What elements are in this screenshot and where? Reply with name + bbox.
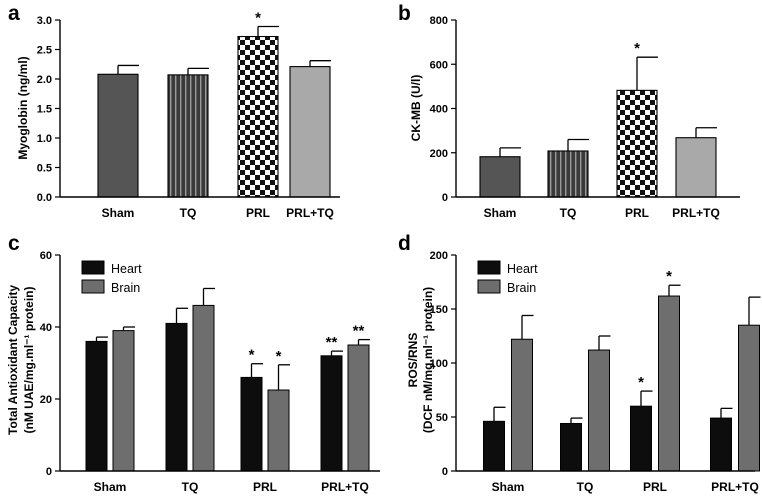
y-axis-title: Myoglobin (ng/ml)	[16, 56, 30, 159]
panel-letter: b	[398, 2, 411, 25]
bar-heart-tq	[560, 422, 582, 472]
x-tick-label: TQ	[180, 206, 197, 220]
y-tick-label: 20	[40, 394, 52, 406]
significance-marker: *	[249, 347, 255, 364]
legend-swatch-brain	[81, 279, 105, 294]
bar-brain-sham	[112, 330, 135, 472]
significance-marker: *	[634, 40, 640, 57]
bar-heart-sham	[483, 420, 505, 472]
bar-brain-tq	[588, 349, 610, 472]
y-tick-label: 200	[430, 148, 448, 160]
bar-prl	[237, 35, 279, 198]
y-tick-label: 3.0	[37, 15, 52, 27]
y-tick-label: 0	[442, 466, 448, 478]
y-axis-title-line: ROS/RNS	[406, 333, 420, 388]
bar-sham	[479, 156, 521, 198]
significance-marker: *	[638, 374, 644, 391]
x-tick-label: PRL+TQ	[672, 206, 720, 220]
y-tick-label: 150	[430, 304, 448, 316]
bar-tq	[547, 150, 589, 198]
bar-sham	[97, 73, 139, 198]
x-tick-label: PRL	[625, 206, 649, 220]
x-tick-label: PRL+TQ	[286, 206, 334, 220]
panel-b: b 0 200 400 600 800 CK-MB (U/l) Sham TQ PRL PRL+TQ…	[398, 2, 740, 220]
significance-marker: **	[353, 323, 365, 340]
y-tick-label: 0	[442, 192, 448, 204]
y-axis-title-line: (DCF nM/mg.ml⁻¹ protein)	[421, 287, 435, 433]
bar-heart-prl-tq	[710, 417, 732, 472]
y-tick-label: 600	[430, 59, 448, 71]
y-tick-label: 100	[430, 358, 448, 370]
y-tick-label: 1.0	[37, 133, 52, 145]
legend-label-brain: Brain	[111, 281, 140, 295]
bar-prl-tq	[289, 66, 331, 198]
bar-brain-tq	[192, 304, 215, 472]
bar-brain-prl-tq	[347, 344, 370, 472]
y-tick-label: 0	[46, 466, 52, 478]
y-tick-label: 60	[40, 250, 52, 262]
bar-heart-sham	[85, 340, 108, 472]
panel-letter: c	[8, 232, 20, 255]
x-tick-label: TQ	[182, 480, 199, 494]
legend-label-heart: Heart	[507, 262, 538, 276]
panel-d: d 0 50 100 150 200 ROS/RNS (DCF nM/mg.ml⁻¹ prot…	[398, 232, 761, 494]
y-tick-label: 40	[40, 322, 52, 334]
bar-tq	[167, 74, 209, 198]
y-axis-title: CK-MB (U/l)	[409, 75, 423, 142]
y-tick-label: 800	[430, 15, 448, 27]
bar-heart-prl	[630, 405, 652, 472]
significance-marker: *	[255, 9, 261, 26]
x-tick-label: PRL	[643, 480, 667, 494]
bar-brain-prl-tq	[738, 324, 760, 472]
bar-prl-tq	[675, 137, 717, 198]
legend-swatch-heart	[81, 260, 105, 275]
x-tick-label: Sham	[492, 480, 525, 494]
y-tick-label: 400	[430, 104, 448, 116]
legend-label-brain: Brain	[507, 281, 536, 295]
bar-heart-prl-tq	[320, 355, 343, 472]
bar-brain-sham	[511, 338, 533, 472]
x-tick-label: TQ	[560, 206, 577, 220]
x-tick-label: Sham	[484, 206, 517, 220]
y-tick-label: 50	[436, 412, 448, 424]
bar-heart-tq	[165, 322, 188, 472]
panel-a: a 0.0 0.5 1.0 1.5 2.0 2.5 3.0 Myoglobin (ng/ml) S…	[8, 2, 340, 220]
y-axis-title-line: (nM UAE/mg.ml⁻¹ protein)	[22, 287, 36, 434]
x-tick-label: TQ	[577, 480, 594, 494]
y-tick-label: 2.0	[37, 74, 52, 86]
panel-letter: a	[8, 2, 20, 25]
x-tick-label: PRL	[246, 206, 270, 220]
x-tick-label: Sham	[102, 206, 135, 220]
legend-swatch-heart	[477, 260, 501, 275]
bar-prl	[616, 89, 658, 198]
legend-label-heart: Heart	[111, 262, 142, 276]
x-tick-label: PRL+TQ	[321, 480, 369, 494]
y-tick-label: 0.0	[37, 192, 52, 204]
y-tick-label: 1.5	[37, 104, 52, 116]
bar-brain-prl	[267, 389, 290, 472]
legend-swatch-brain	[477, 279, 501, 294]
significance-marker: **	[326, 334, 338, 351]
panel-c: c 0 20 40 60 Total Antioxidant Capacity (nM UA…	[6, 232, 380, 494]
bar-brain-prl	[658, 295, 680, 472]
x-tick-label: Sham	[94, 480, 127, 494]
y-tick-label: 2.5	[37, 45, 52, 57]
significance-marker: *	[276, 348, 282, 365]
panel-letter: d	[398, 232, 411, 255]
significance-marker: *	[666, 268, 672, 285]
y-tick-label: 200	[430, 250, 448, 262]
bar-heart-prl	[240, 376, 263, 472]
y-tick-label: 0.5	[37, 163, 52, 175]
x-tick-label: PRL	[253, 480, 277, 494]
x-tick-label: PRL+TQ	[711, 480, 759, 494]
y-axis-title-line: Total Antioxidant Capacity	[6, 285, 20, 435]
